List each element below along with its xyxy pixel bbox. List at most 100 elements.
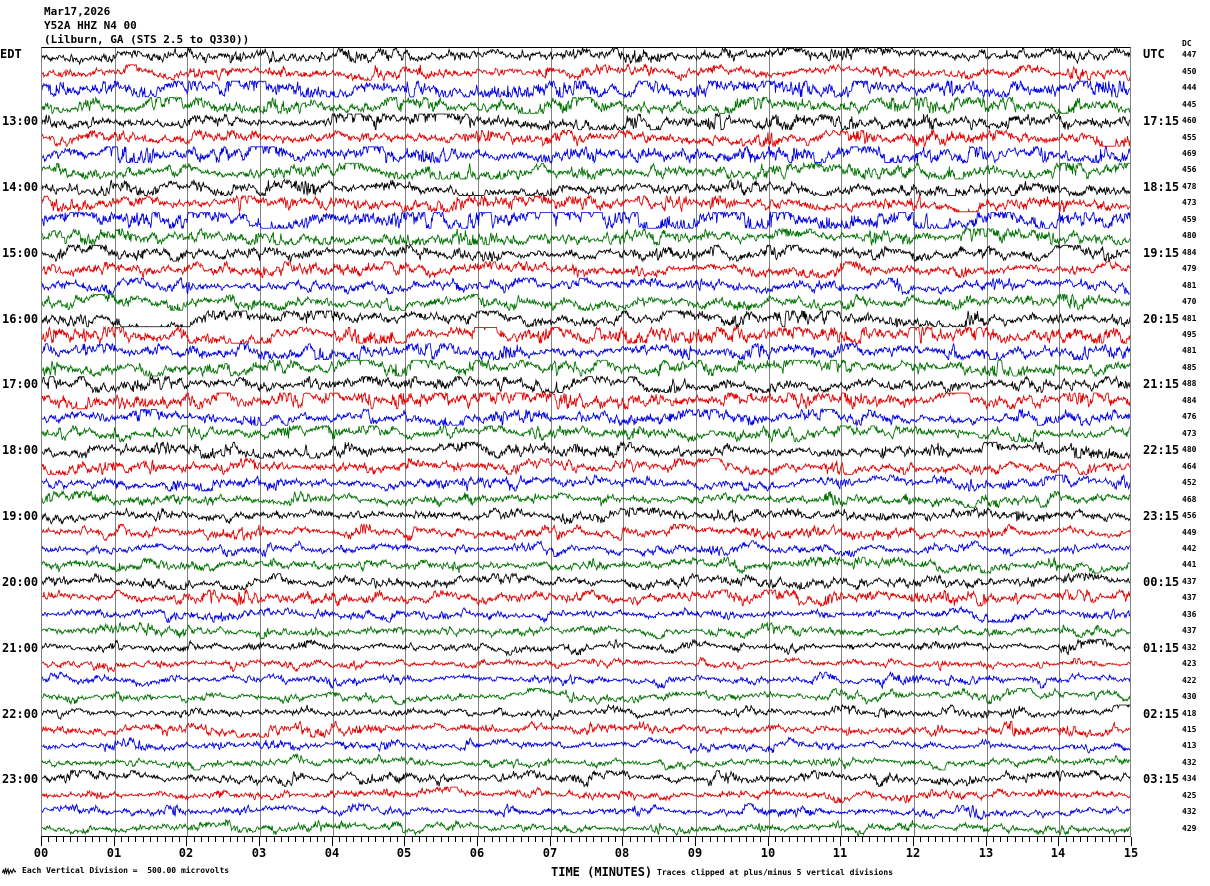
x-tick-label-8: 08 [614,846,630,860]
x-tick-minor-9-6 [739,837,740,842]
gridline-minute-4 [333,48,334,836]
utc-hour-label-1: 18:15 [1143,180,1180,194]
trace-row-37 [42,657,1130,671]
utc-hour-label-10: 03:15 [1143,772,1180,786]
trace-row-40 [42,705,1130,720]
dc-value-6: 469 [1182,149,1197,158]
gridline-minute-10 [769,48,770,836]
x-tick-major-7 [550,837,551,846]
seismogram-plot[interactable] [41,47,1131,837]
trace-row-36 [42,639,1130,655]
dc-value-31: 441 [1182,560,1197,569]
trace-row-30 [42,541,1130,557]
x-tick-minor-8-2 [637,837,638,842]
trace-row-32 [42,574,1130,590]
trace-row-3 [42,98,1130,114]
utc-hour-label-0: 17:15 [1143,114,1180,128]
x-tick-minor-11-8 [898,837,899,842]
x-tick-minor-7-2 [564,837,565,842]
right-timezone-label: UTC [1143,47,1165,61]
x-tick-minor-4-3 [353,837,354,842]
x-tick-minor-8-7 [673,837,674,842]
x-tick-minor-1-3 [135,837,136,842]
trace-row-2 [42,81,1130,97]
dc-value-12: 484 [1182,248,1197,257]
x-tick-minor-13-9 [1051,837,1052,842]
trace-row-9 [42,196,1130,212]
left-timezone-label: EDT [0,47,22,61]
x-tick-minor-0-8 [99,837,100,842]
dc-value-4: 460 [1182,116,1197,125]
x-tick-minor-8-3 [644,837,645,842]
x-tick-major-3 [259,837,260,846]
trace-row-15 [42,295,1130,311]
utc-hour-label-7: 00:15 [1143,575,1180,589]
dc-value-36: 432 [1182,643,1197,652]
trace-row-8 [42,180,1130,196]
x-tick-minor-12-8 [971,837,972,842]
x-tick-minor-8-4 [651,837,652,842]
x-tick-minor-9-3 [717,837,718,842]
trace-row-21 [42,393,1130,409]
trace-row-16 [42,311,1130,327]
x-tick-major-15 [1131,837,1132,846]
x-tick-label-10: 10 [760,846,776,860]
dc-value-40: 418 [1182,709,1197,718]
x-tick-minor-8-5 [659,837,660,842]
x-tick-minor-14-7 [1109,837,1110,842]
dc-value-18: 481 [1182,346,1197,355]
edt-hour-label-0: 13:00 [2,114,39,128]
x-tick-minor-13-4 [1015,837,1016,842]
x-tick-minor-11-4 [869,837,870,842]
x-tick-major-14 [1058,837,1059,846]
x-tick-label-15: 15 [1123,846,1139,860]
dc-value-13: 479 [1182,264,1197,273]
edt-hour-label-9: 22:00 [2,707,39,721]
x-tick-label-11: 11 [832,846,848,860]
x-tick-major-9 [695,837,696,846]
header-location: (Lilburn, GA (STS 2.5 to Q330)) [44,33,250,46]
x-tick-minor-12-3 [935,837,936,842]
trace-row-47 [42,820,1130,836]
x-tick-minor-12-9 [978,837,979,842]
gridline-minute-14 [1059,48,1060,836]
x-tick-label-0: 00 [33,846,49,860]
trace-row-22 [42,409,1130,425]
x-tick-minor-11-1 [848,837,849,842]
trace-row-28 [42,508,1130,524]
x-tick-minor-4-1 [339,837,340,842]
x-tick-minor-12-5 [949,837,950,842]
x-tick-minor-3-1 [266,837,267,842]
x-tick-minor-12-6 [957,837,958,842]
trace-row-10 [42,212,1130,228]
x-tick-minor-1-8 [172,837,173,842]
utc-hour-label-3: 20:15 [1143,312,1180,326]
edt-hour-label-6: 19:00 [2,509,39,523]
gridline-minute-9 [696,48,697,836]
x-tick-minor-7-9 [615,837,616,842]
dc-value-37: 423 [1182,659,1197,668]
trace-row-7 [42,163,1130,179]
x-tick-minor-2-9 [252,837,253,842]
trace-row-13 [42,262,1130,278]
x-tick-minor-8-1 [630,837,631,842]
x-tick-minor-4-5 [368,837,369,842]
x-tick-minor-7-1 [557,837,558,842]
dc-value-30: 442 [1182,544,1197,553]
x-tick-minor-14-9 [1124,837,1125,842]
dc-value-8: 478 [1182,182,1197,191]
x-tick-major-13 [986,837,987,846]
x-tick-minor-11-5 [877,837,878,842]
dc-value-26: 452 [1182,478,1197,487]
x-tick-minor-12-7 [964,837,965,842]
dc-value-22: 476 [1182,412,1197,421]
trace-row-41 [42,721,1130,737]
dc-value-23: 473 [1182,429,1197,438]
dc-value-15: 470 [1182,297,1197,306]
x-tick-minor-13-3 [1007,837,1008,842]
dc-value-1: 450 [1182,67,1197,76]
dc-value-32: 437 [1182,577,1197,586]
x-tick-minor-14-2 [1073,837,1074,842]
x-tick-minor-6-1 [484,837,485,842]
x-tick-minor-1-2 [128,837,129,842]
